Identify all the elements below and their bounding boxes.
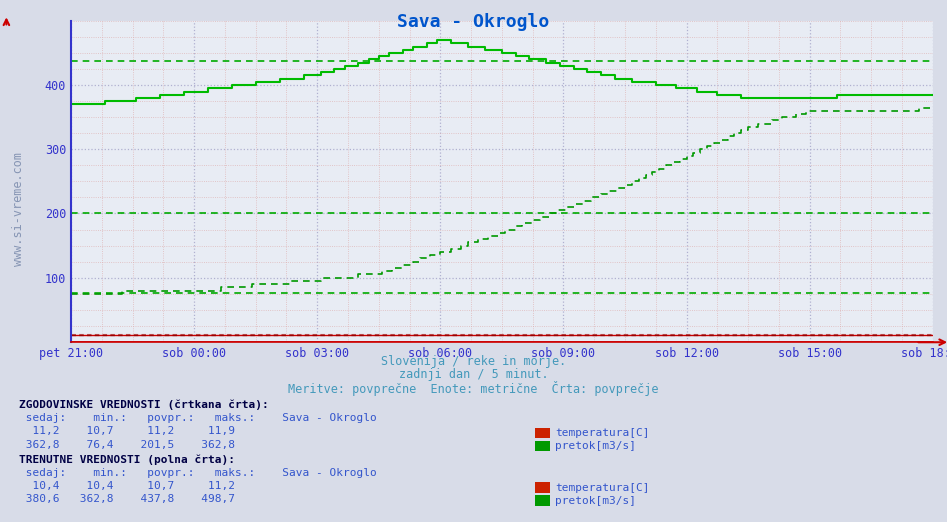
Text: 380,6   362,8    437,8    498,7: 380,6 362,8 437,8 498,7 [19,494,235,504]
Text: Sava - Okroglo: Sava - Okroglo [398,13,549,31]
Text: sedaj:    min.:   povpr.:   maks.:    Sava - Okroglo: sedaj: min.: povpr.: maks.: Sava - Okrog… [19,413,377,423]
Text: 11,2    10,7     11,2     11,9: 11,2 10,7 11,2 11,9 [19,426,235,436]
Text: Slovenija / reke in morje.: Slovenija / reke in morje. [381,355,566,368]
Text: www.si-vreme.com: www.si-vreme.com [12,152,26,266]
Text: pretok[m3/s]: pretok[m3/s] [555,495,636,506]
Text: ZGODOVINSKE VREDNOSTI (črtkana črta):: ZGODOVINSKE VREDNOSTI (črtkana črta): [19,399,269,410]
Text: Meritve: povprečne  Enote: metrične  Črta: povprečje: Meritve: povprečne Enote: metrične Črta:… [288,381,659,396]
Text: 362,8    76,4    201,5    362,8: 362,8 76,4 201,5 362,8 [19,440,235,449]
Text: temperatura[C]: temperatura[C] [555,428,650,438]
Text: sedaj:    min.:   povpr.:   maks.:    Sava - Okroglo: sedaj: min.: povpr.: maks.: Sava - Okrog… [19,468,377,478]
Text: TRENUTNE VREDNOSTI (polna črta):: TRENUTNE VREDNOSTI (polna črta): [19,454,235,465]
Text: zadnji dan / 5 minut.: zadnji dan / 5 minut. [399,368,548,381]
Text: pretok[m3/s]: pretok[m3/s] [555,441,636,451]
Text: temperatura[C]: temperatura[C] [555,482,650,493]
Text: 10,4    10,4     10,7     11,2: 10,4 10,4 10,7 11,2 [19,481,235,491]
